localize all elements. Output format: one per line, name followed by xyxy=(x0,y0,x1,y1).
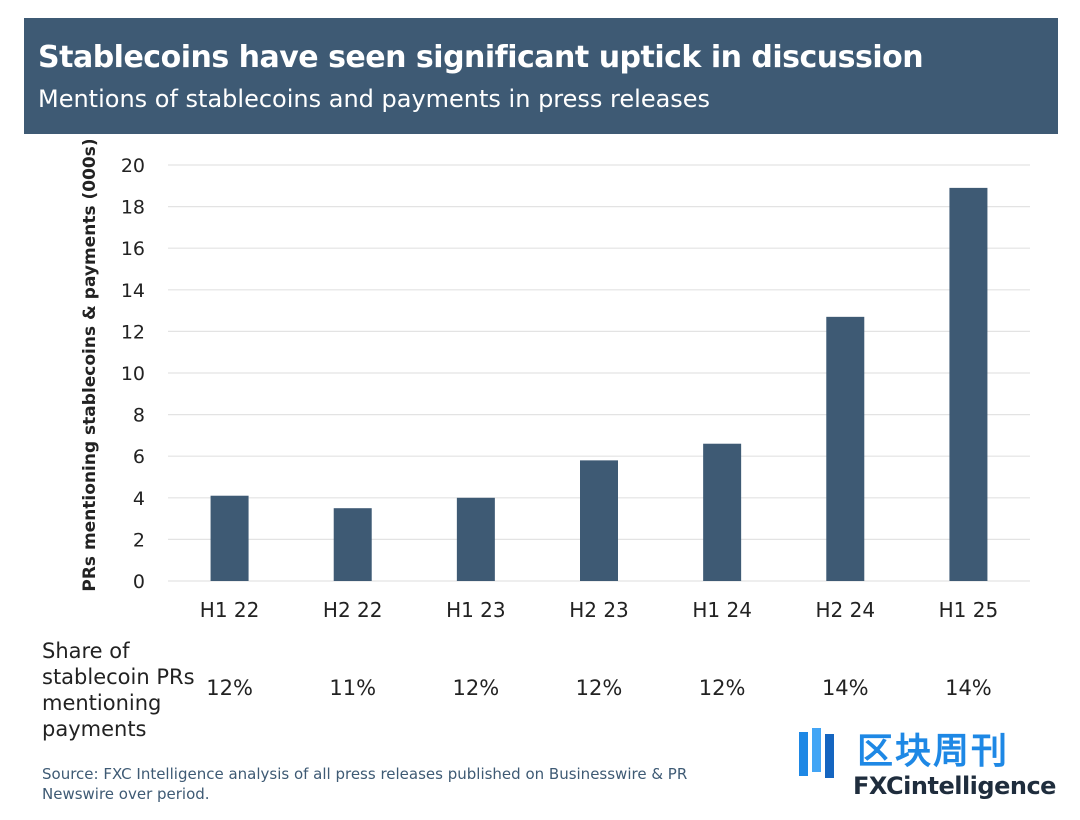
bar xyxy=(456,497,495,581)
title-banner: Stablecoins have seen significant uptick… xyxy=(24,18,1058,134)
share-row-label: Share of stablecoin PRs mentioning payme… xyxy=(42,639,195,741)
x-tick-label: H1 24 xyxy=(692,598,752,622)
y-tick-label: 4 xyxy=(133,488,145,510)
y-tick-label: 6 xyxy=(133,446,145,468)
share-value: 12% xyxy=(206,676,253,700)
chart-title: Stablecoins have seen significant uptick… xyxy=(38,40,924,75)
source-note: Source: FXC Intelligence analysis of all… xyxy=(42,765,688,803)
share-value: 12% xyxy=(575,676,623,700)
y-tick-label: 2 xyxy=(133,529,145,551)
y-tick-label: 8 xyxy=(133,405,145,427)
bar xyxy=(826,316,865,581)
share-value: 14% xyxy=(821,676,869,700)
x-tick-label: H2 23 xyxy=(569,598,629,622)
x-tick-label: H2 24 xyxy=(815,598,875,622)
logo-cn-text: 区块周刊 xyxy=(857,731,1010,772)
y-axis-title: PRs mentioning stablecoins & payments (0… xyxy=(80,140,100,592)
y-tick-label: 16 xyxy=(121,238,145,260)
bar xyxy=(210,495,249,581)
share-value: 12% xyxy=(698,676,746,700)
bar xyxy=(580,460,618,581)
logo-mark-icon xyxy=(799,728,834,778)
chart-subtitle: Mentions of stablecoins and payments in … xyxy=(38,85,711,113)
x-tick-label: H2 22 xyxy=(323,598,383,622)
share-row: 12% 11% 12% 12% 12% 14% 14% xyxy=(0,676,1080,706)
x-tick-label: H1 22 xyxy=(200,598,260,622)
bar xyxy=(333,508,372,581)
share-value: 14% xyxy=(945,676,992,700)
publisher-logo: 区块周刊 FXCintelligence xyxy=(795,722,1065,810)
bar xyxy=(949,187,988,581)
y-tick-label: 0 xyxy=(133,571,145,593)
y-tick-label: 10 xyxy=(121,363,145,385)
y-tick-label: 14 xyxy=(121,280,145,302)
share-value: 12% xyxy=(452,676,500,700)
bar xyxy=(703,443,742,581)
logo-en-text: FXCintelligence xyxy=(853,772,1056,800)
x-tick-label: H1 23 xyxy=(446,598,506,622)
bar-chart: 0 2 4 6 8 10 12 14 16 18 20 PRs mentioning stableco… xyxy=(80,140,1030,622)
y-tick-label: 20 xyxy=(121,155,145,177)
share-value: 11% xyxy=(329,676,377,700)
y-tick-label: 12 xyxy=(121,321,145,343)
x-tick-label: H1 25 xyxy=(939,598,999,622)
y-tick-label: 18 xyxy=(121,197,145,219)
